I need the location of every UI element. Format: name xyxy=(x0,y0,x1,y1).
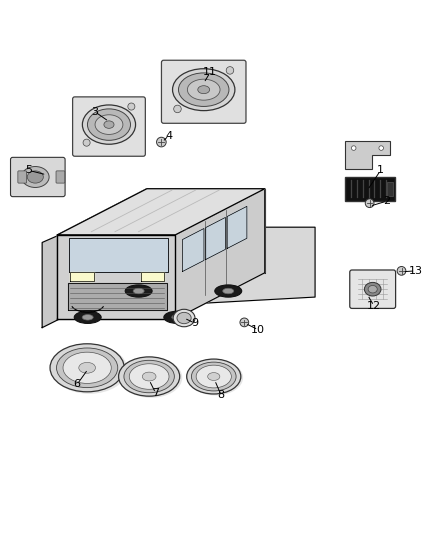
Ellipse shape xyxy=(191,362,236,391)
Ellipse shape xyxy=(173,309,195,327)
FancyBboxPatch shape xyxy=(56,171,65,183)
Ellipse shape xyxy=(50,344,124,392)
Circle shape xyxy=(156,138,166,147)
Ellipse shape xyxy=(125,285,152,297)
Ellipse shape xyxy=(124,360,174,393)
Ellipse shape xyxy=(82,105,136,144)
FancyBboxPatch shape xyxy=(18,171,27,183)
Ellipse shape xyxy=(88,109,131,140)
Ellipse shape xyxy=(79,362,95,373)
FancyBboxPatch shape xyxy=(73,97,145,156)
Circle shape xyxy=(240,318,249,327)
Ellipse shape xyxy=(27,171,43,183)
Ellipse shape xyxy=(364,282,381,296)
Ellipse shape xyxy=(57,348,118,387)
Circle shape xyxy=(128,103,135,110)
Text: 12: 12 xyxy=(367,301,381,311)
Ellipse shape xyxy=(164,311,191,324)
Ellipse shape xyxy=(177,312,191,324)
Text: 2: 2 xyxy=(384,196,391,206)
Polygon shape xyxy=(175,189,265,319)
Ellipse shape xyxy=(120,358,182,398)
Text: 6: 6 xyxy=(74,379,81,390)
Text: 10: 10 xyxy=(251,325,265,335)
FancyBboxPatch shape xyxy=(345,176,395,201)
Circle shape xyxy=(226,67,234,74)
Ellipse shape xyxy=(142,372,156,381)
Ellipse shape xyxy=(208,373,220,381)
Ellipse shape xyxy=(198,86,210,94)
Text: 3: 3 xyxy=(91,107,98,117)
Ellipse shape xyxy=(187,360,243,395)
Ellipse shape xyxy=(187,79,220,100)
Polygon shape xyxy=(42,227,77,328)
Text: 13: 13 xyxy=(409,266,423,276)
Text: 11: 11 xyxy=(203,67,217,77)
Polygon shape xyxy=(57,189,265,235)
Polygon shape xyxy=(68,283,167,310)
Circle shape xyxy=(379,146,384,150)
Ellipse shape xyxy=(368,286,377,293)
Polygon shape xyxy=(57,189,147,319)
FancyBboxPatch shape xyxy=(11,157,65,197)
Polygon shape xyxy=(57,235,175,319)
Circle shape xyxy=(365,199,374,207)
Ellipse shape xyxy=(82,314,93,320)
Ellipse shape xyxy=(21,166,49,188)
Polygon shape xyxy=(141,272,164,280)
Text: 1: 1 xyxy=(377,165,384,175)
FancyBboxPatch shape xyxy=(162,60,246,123)
Polygon shape xyxy=(57,273,265,319)
Polygon shape xyxy=(70,272,94,280)
Circle shape xyxy=(397,266,406,275)
Text: 9: 9 xyxy=(191,318,198,328)
Circle shape xyxy=(174,105,181,112)
Text: 5: 5 xyxy=(25,165,32,175)
Text: 7: 7 xyxy=(152,388,159,398)
Ellipse shape xyxy=(173,69,235,111)
Ellipse shape xyxy=(63,352,111,383)
Ellipse shape xyxy=(172,314,183,320)
Polygon shape xyxy=(206,217,226,260)
Ellipse shape xyxy=(133,288,144,294)
Ellipse shape xyxy=(104,121,114,128)
Text: 4: 4 xyxy=(165,131,172,141)
Polygon shape xyxy=(77,227,315,310)
Polygon shape xyxy=(183,229,204,271)
Ellipse shape xyxy=(196,365,231,388)
Polygon shape xyxy=(345,141,390,169)
Ellipse shape xyxy=(129,364,169,389)
Polygon shape xyxy=(147,189,265,273)
Ellipse shape xyxy=(187,359,241,394)
Ellipse shape xyxy=(51,345,127,394)
Ellipse shape xyxy=(95,115,123,134)
Ellipse shape xyxy=(223,288,234,294)
Circle shape xyxy=(351,146,356,150)
Polygon shape xyxy=(227,206,247,248)
FancyBboxPatch shape xyxy=(350,270,396,309)
Circle shape xyxy=(83,139,90,146)
Ellipse shape xyxy=(178,73,229,107)
Polygon shape xyxy=(69,238,168,272)
Ellipse shape xyxy=(215,285,242,297)
Ellipse shape xyxy=(119,357,180,396)
Ellipse shape xyxy=(74,311,101,324)
Text: 8: 8 xyxy=(218,390,225,400)
FancyBboxPatch shape xyxy=(388,182,393,196)
